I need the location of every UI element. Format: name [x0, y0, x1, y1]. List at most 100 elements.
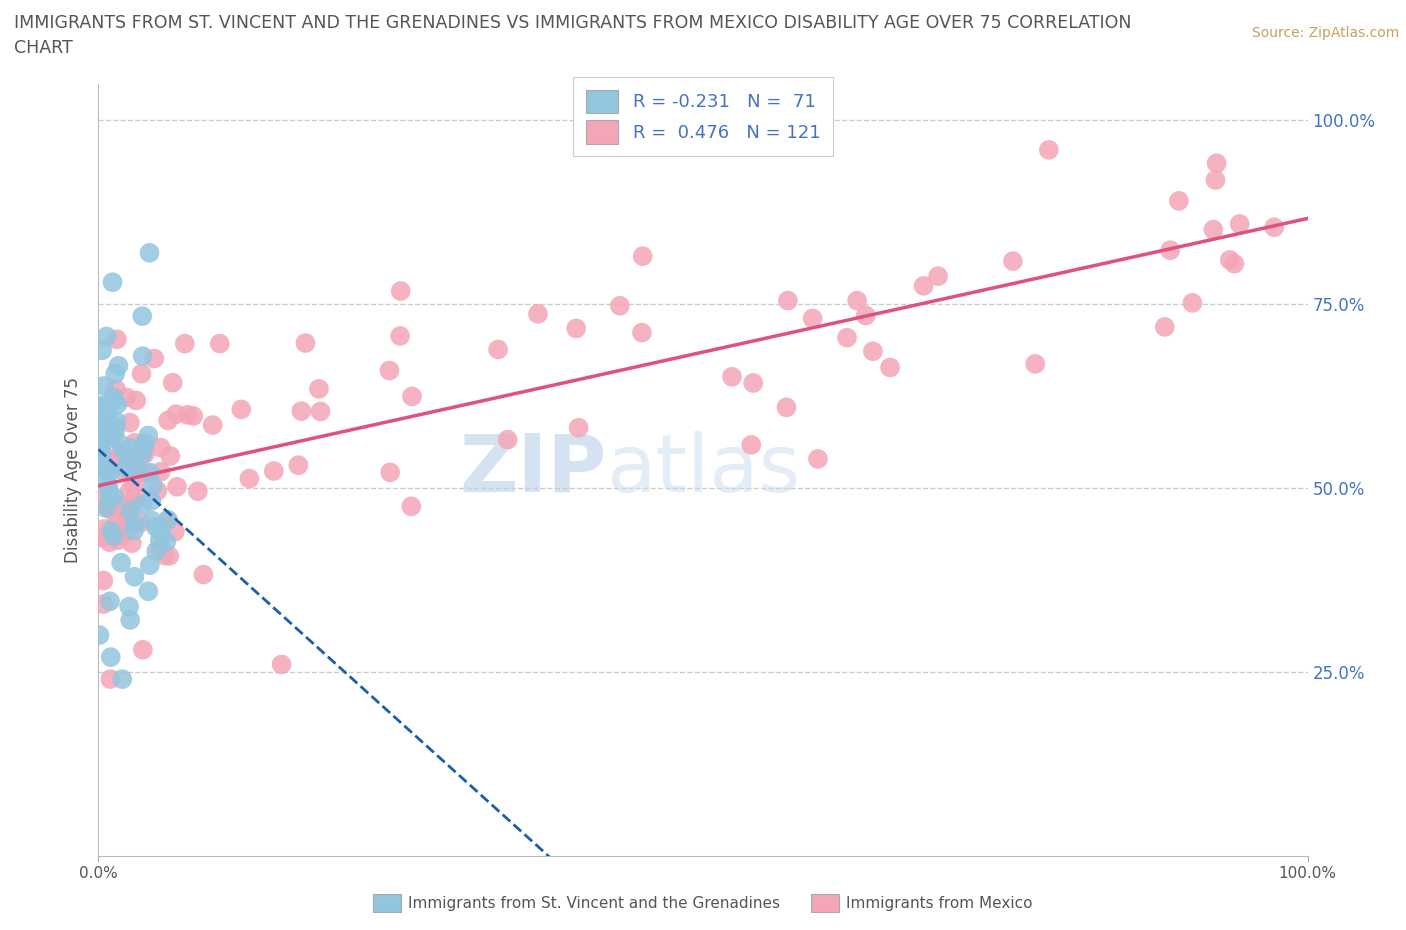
Point: [846, 293, 869, 308]
Point: [115, 513, 138, 528]
Point: [121, 536, 143, 551]
Point: [141, 513, 163, 528]
Point: [117, 512, 139, 526]
Point: [389, 328, 412, 343]
Point: [96, 456, 118, 471]
Point: [1038, 142, 1060, 157]
Point: [290, 404, 312, 418]
Point: [165, 406, 187, 421]
Point: [1263, 219, 1285, 234]
Point: [105, 397, 128, 412]
Point: [1223, 257, 1246, 272]
Point: [1202, 222, 1225, 237]
Point: [132, 465, 155, 480]
Point: [104, 381, 127, 396]
Point: [131, 366, 153, 381]
Point: [1219, 253, 1241, 268]
Point: [111, 671, 134, 686]
Point: [145, 520, 167, 535]
Point: [1167, 193, 1189, 208]
Point: [401, 498, 423, 513]
Point: [93, 425, 115, 440]
Point: [124, 516, 146, 531]
Point: [139, 465, 162, 480]
Legend: R = -0.231   N =  71, R =  0.476   N = 121: R = -0.231 N = 71, R = 0.476 N = 121: [574, 77, 832, 156]
Point: [110, 555, 132, 570]
Point: [110, 437, 132, 452]
Point: [91, 398, 114, 413]
Point: [120, 504, 142, 519]
Point: [1205, 156, 1227, 171]
Point: [114, 460, 136, 475]
Point: [132, 439, 155, 454]
Point: [100, 502, 122, 517]
Point: [609, 299, 631, 313]
Point: [127, 467, 149, 482]
Point: [98, 465, 121, 480]
Point: [124, 459, 146, 474]
Point: [114, 506, 136, 521]
Point: [98, 491, 121, 506]
Point: [138, 246, 160, 260]
Point: [131, 497, 153, 512]
Point: [90, 530, 112, 545]
Point: [118, 415, 141, 430]
Point: [136, 584, 159, 599]
Point: [157, 549, 180, 564]
Point: [134, 446, 156, 461]
Point: [118, 599, 141, 614]
Point: [124, 569, 146, 584]
Point: [775, 400, 797, 415]
Point: [162, 376, 184, 391]
Point: [98, 594, 121, 609]
Point: [380, 465, 402, 480]
Point: [90, 488, 112, 503]
Point: [631, 326, 654, 340]
Point: [110, 445, 132, 460]
Point: [96, 329, 118, 344]
Y-axis label: Disability Age Over 75: Disability Age Over 75: [65, 377, 83, 563]
Point: [122, 478, 145, 493]
Point: [93, 379, 115, 393]
Point: [149, 533, 172, 548]
Point: [141, 494, 163, 509]
Point: [527, 307, 550, 322]
Point: [308, 381, 330, 396]
Point: [136, 428, 159, 443]
Point: [740, 437, 762, 452]
Legend: Immigrants from St. Vincent and the Grenadines, Immigrants from Mexico: Immigrants from St. Vincent and the Gren…: [367, 888, 1039, 918]
Text: ZIP: ZIP: [458, 431, 606, 509]
Point: [912, 278, 935, 293]
Point: [87, 400, 110, 415]
Point: [103, 529, 125, 544]
Point: [90, 445, 112, 460]
Point: [166, 479, 188, 494]
Point: [155, 534, 177, 549]
Point: [89, 460, 111, 475]
Point: [104, 366, 127, 381]
Point: [131, 349, 153, 364]
Point: [103, 490, 125, 505]
Point: [124, 435, 146, 450]
Point: [149, 541, 172, 556]
Point: [114, 464, 136, 479]
Point: [1204, 173, 1226, 188]
Point: [101, 454, 124, 469]
Point: [131, 309, 153, 324]
Point: [139, 558, 162, 573]
Point: [94, 410, 117, 425]
Point: [208, 336, 231, 351]
Point: [94, 430, 117, 445]
Point: [94, 421, 117, 436]
Point: [114, 499, 136, 514]
Point: [149, 525, 172, 540]
Point: [104, 420, 127, 435]
Point: [862, 344, 884, 359]
Point: [309, 404, 332, 418]
Point: [98, 535, 121, 550]
Text: Source: ZipAtlas.com: Source: ZipAtlas.com: [1251, 26, 1399, 40]
Point: [855, 308, 877, 323]
Point: [90, 440, 112, 455]
Point: [122, 523, 145, 538]
Point: [105, 514, 128, 529]
